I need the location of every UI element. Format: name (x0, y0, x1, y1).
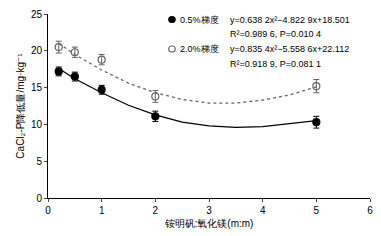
svg-text:2.0%梯度: 2.0%梯度 (180, 44, 219, 54)
svg-text:R²=0.989 6, P=0.010 4: R²=0.989 6, P=0.010 4 (230, 29, 321, 39)
svg-text:10: 10 (31, 119, 43, 130)
svg-text:2: 2 (153, 205, 159, 216)
svg-text:5: 5 (314, 205, 320, 216)
svg-text:0: 0 (45, 205, 51, 216)
svg-text:y=0.638 2x²−4.822 9x+18.501: y=0.638 2x²−4.822 9x+18.501 (230, 15, 350, 25)
svg-text:4: 4 (260, 205, 266, 216)
svg-text:3: 3 (206, 205, 212, 216)
svg-text:6: 6 (367, 205, 373, 216)
svg-text:铵明矾:氧化镁(m:m): 铵明矾:氧化镁(m:m) (164, 218, 254, 229)
svg-text:R²=0.918 9, P=0.081 1: R²=0.918 9, P=0.081 1 (230, 59, 321, 69)
svg-text:25: 25 (31, 9, 43, 20)
svg-text:5: 5 (36, 156, 42, 167)
svg-text:20: 20 (31, 45, 43, 56)
svg-text:y=0.835 4x²−5.558 6x+22.112: y=0.835 4x²−5.558 6x+22.112 (230, 44, 349, 54)
svg-text:15: 15 (31, 82, 43, 93)
svg-text:0.5%梯度: 0.5%梯度 (180, 15, 219, 25)
svg-text:0: 0 (36, 193, 42, 204)
svg-text:1: 1 (99, 205, 105, 216)
svg-text:CaCl₂-P降低量/mg·kg⁻¹: CaCl₂-P降低量/mg·kg⁻¹ (15, 53, 26, 159)
